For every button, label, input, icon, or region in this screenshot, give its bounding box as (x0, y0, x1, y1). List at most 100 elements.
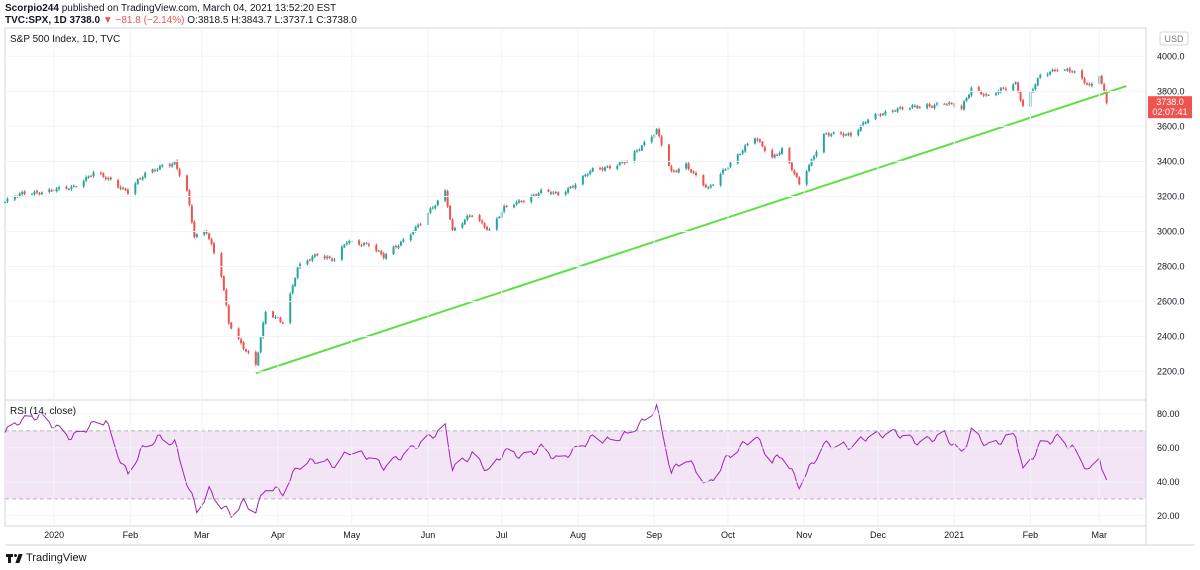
main-pane-title: S&P 500 Index, 1D, TVC (10, 34, 121, 45)
tradingview-footer[interactable]: TradingView (6, 552, 87, 564)
low-value: 3737.1 (282, 15, 314, 26)
candle-body (82, 180, 85, 187)
candle-body (967, 94, 970, 99)
candle-body (781, 148, 784, 154)
time-tick-label: Apr (271, 530, 285, 540)
candle-body (161, 165, 164, 167)
candle-body (225, 289, 228, 306)
candle-body (948, 102, 951, 104)
time-tick-label: 2021 (944, 530, 964, 540)
candle-body (323, 256, 326, 259)
publish-info: Scorpio244 published on TradingView.com,… (5, 3, 336, 15)
candle-body (825, 133, 828, 135)
candle-body (348, 241, 351, 244)
candle-body (1068, 68, 1071, 72)
candle-body (675, 170, 678, 172)
candle-body (945, 104, 948, 106)
rsi-pane-title: RSI (14, close) (10, 406, 77, 417)
candle-body (377, 250, 380, 252)
candle-body (104, 177, 107, 180)
candle-body (240, 339, 243, 343)
candle-body (847, 133, 850, 136)
candle-body (173, 161, 176, 165)
candle-body (1056, 70, 1059, 72)
time-tick-label: May (343, 530, 361, 540)
candle-body (21, 192, 24, 195)
candle-body (208, 233, 211, 240)
candle-body (606, 166, 609, 168)
candle-body (635, 150, 638, 152)
candle-body (638, 149, 641, 151)
candle-body (141, 177, 144, 180)
candle-body (434, 205, 437, 209)
candle-body (584, 174, 587, 177)
candle-body (119, 187, 122, 189)
candle-body (1017, 82, 1020, 93)
candle-body (392, 246, 395, 255)
candle-body (190, 205, 193, 223)
candle-body (107, 178, 110, 180)
currency-box[interactable] (1159, 31, 1189, 46)
currency-label[interactable]: USD (1164, 34, 1184, 44)
main-pane[interactable] (4, 27, 1147, 401)
author[interactable]: Scorpio244 (5, 3, 59, 14)
candle-body (862, 122, 865, 125)
candle-body (461, 223, 464, 228)
candle-body (257, 352, 260, 366)
price-tag-countdown: 02:07:41 (1152, 107, 1187, 117)
candle-body (272, 311, 275, 318)
candle-body (960, 106, 963, 109)
price-tick-label: 2800.0 (1157, 262, 1185, 272)
candle-body (75, 186, 78, 188)
candle-body (650, 136, 653, 142)
candle-body (911, 105, 914, 108)
candle-body (48, 189, 51, 192)
candle-body (842, 133, 845, 136)
candle-body (1054, 70, 1057, 72)
price-tick-label: 3000.0 (1157, 227, 1185, 237)
time-tick-label: Feb (123, 530, 139, 540)
candle-body (311, 256, 314, 261)
candle-body (478, 215, 481, 221)
candle-body (102, 173, 105, 178)
candle-body (254, 352, 257, 365)
candle-body (328, 256, 331, 258)
candle-body (498, 216, 501, 219)
candle-body (687, 163, 690, 169)
candle-body (849, 133, 852, 136)
candle-body (891, 110, 894, 112)
candle-body (830, 134, 833, 136)
candle-body (363, 243, 366, 246)
candle-body (367, 244, 370, 246)
candle-body (126, 189, 129, 194)
high-value: 3843.7 (241, 15, 272, 26)
candle-body (1071, 71, 1074, 73)
candle-body (331, 258, 334, 261)
candle-body (901, 107, 904, 110)
time-tick-label: Dec (870, 530, 887, 540)
change-arrow-icon: ▼ (102, 15, 113, 26)
candle-body (495, 218, 498, 230)
candle-body (40, 192, 43, 195)
candle-body (185, 175, 188, 191)
candle-body (965, 98, 968, 102)
candle-body (365, 242, 368, 244)
candle-body (522, 201, 525, 203)
candle-body (933, 105, 936, 109)
candle-body (429, 208, 432, 213)
change-value: −81.8 (−2.14%) (115, 15, 185, 26)
candle-body (244, 349, 247, 352)
open-label: O: (187, 15, 198, 26)
candle-body (540, 189, 543, 193)
candle-body (139, 178, 142, 180)
candle-body (515, 202, 518, 205)
candle-body (859, 125, 862, 131)
candle-body (264, 312, 267, 324)
candle-body (471, 215, 474, 217)
price-tag-value: 3738.0 (1156, 97, 1184, 107)
candle-body (926, 104, 929, 108)
candle-body (193, 221, 196, 238)
candle-body (1105, 91, 1108, 104)
trendline[interactable] (255, 85, 1127, 375)
